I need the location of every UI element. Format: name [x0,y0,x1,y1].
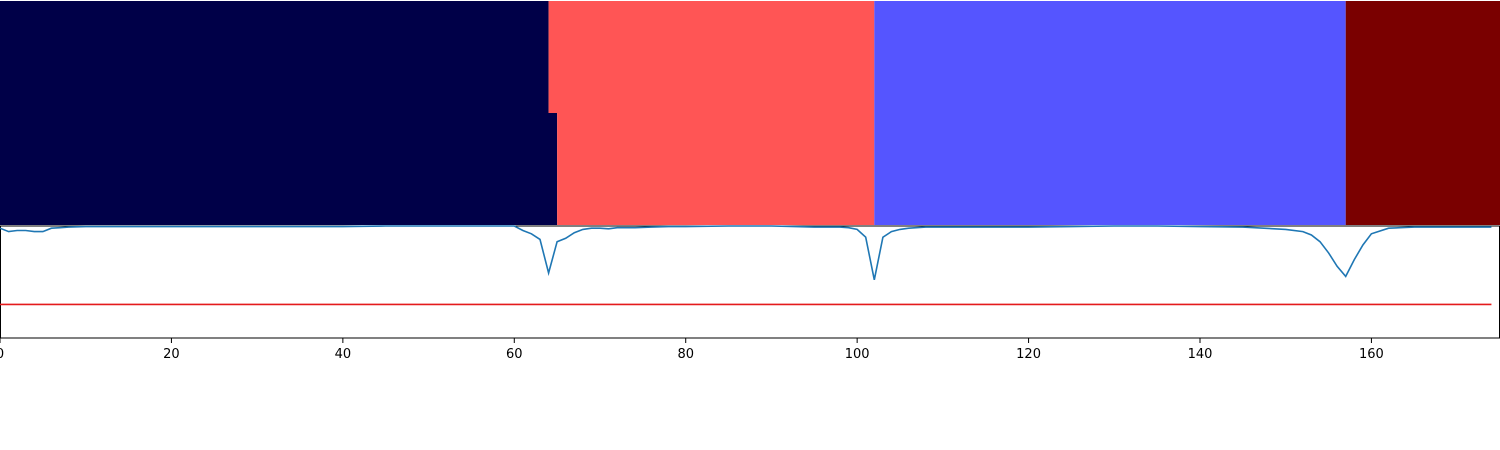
x-tick-label-100: 100 [845,347,870,362]
segment-row-2-bar-4 [1345,113,1500,225]
segment-row-1-bar-4 [1345,1,1500,113]
segment-row-2-bar-1 [0,113,558,225]
line-panel-frame [0,225,1500,339]
x-tick-label-40: 40 [335,347,352,362]
x-tick-label-80: 80 [677,347,694,362]
x-tick-label-20: 20 [163,347,180,362]
x-tick-label-0: 0 [0,347,4,362]
x-tick-label-160: 160 [1359,347,1384,362]
series-line [0,225,1492,280]
segment-rows [0,1,1500,225]
segment-row-1-bar-3 [874,1,1346,113]
segment-row-1-bar-1 [0,1,549,113]
x-tick-label-140: 140 [1188,347,1213,362]
x-tick-label-60: 60 [506,347,523,362]
segment-row-2-bar-2 [557,113,875,225]
segment-row-1-bar-2 [548,1,875,113]
x-tick-label-120: 120 [1016,347,1041,362]
segment-row-2-bar-3 [874,113,1346,225]
x-axis: 0 20 40 60 80 100 120 140 160 [0,338,1384,362]
